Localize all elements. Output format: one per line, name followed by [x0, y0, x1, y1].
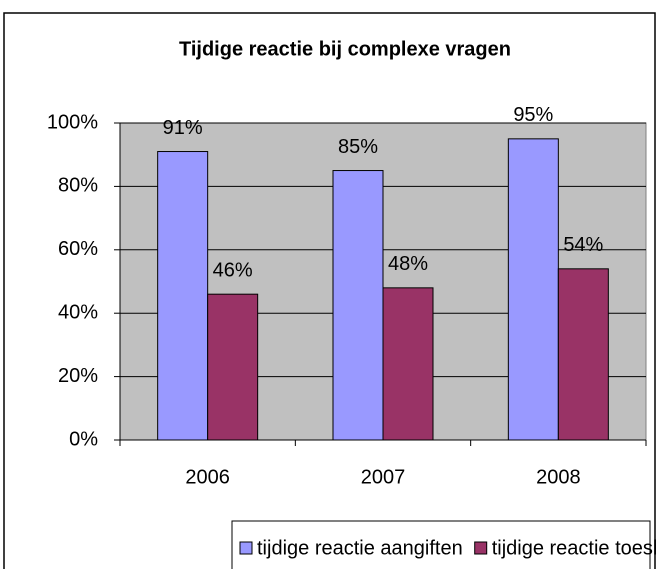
bar	[507, 138, 559, 441]
bar	[557, 268, 609, 441]
x-tick-label: 2007	[361, 466, 406, 488]
bar	[157, 151, 209, 441]
legend-box	[231, 520, 651, 569]
y-tick-label: 40%	[58, 301, 98, 323]
legend-label: tijdige reactie aangiften	[257, 537, 463, 559]
y-tick-label: 60%	[58, 238, 98, 260]
x-tick-label: 2008	[536, 466, 581, 488]
legend-swatch	[474, 541, 488, 555]
data-label: 85%	[338, 136, 378, 158]
legend-swatch	[239, 541, 253, 555]
data-label: 46%	[213, 259, 253, 281]
data-label: 54%	[563, 234, 603, 256]
x-tick-label: 2006	[185, 466, 230, 488]
chart-title: Tijdige reactie bij complexe vragen	[179, 38, 511, 60]
bar	[382, 287, 434, 441]
bar	[207, 293, 259, 441]
y-tick-label: 0%	[69, 428, 98, 450]
bar	[332, 170, 384, 441]
data-label: 95%	[513, 104, 553, 126]
data-label: 91%	[163, 117, 203, 139]
data-label: 48%	[388, 253, 428, 275]
y-tick-label: 100%	[47, 111, 98, 133]
y-tick-label: 80%	[58, 175, 98, 197]
y-tick-label: 20%	[58, 365, 98, 387]
legend-label: tijdige reactie toeslagen	[492, 537, 658, 559]
